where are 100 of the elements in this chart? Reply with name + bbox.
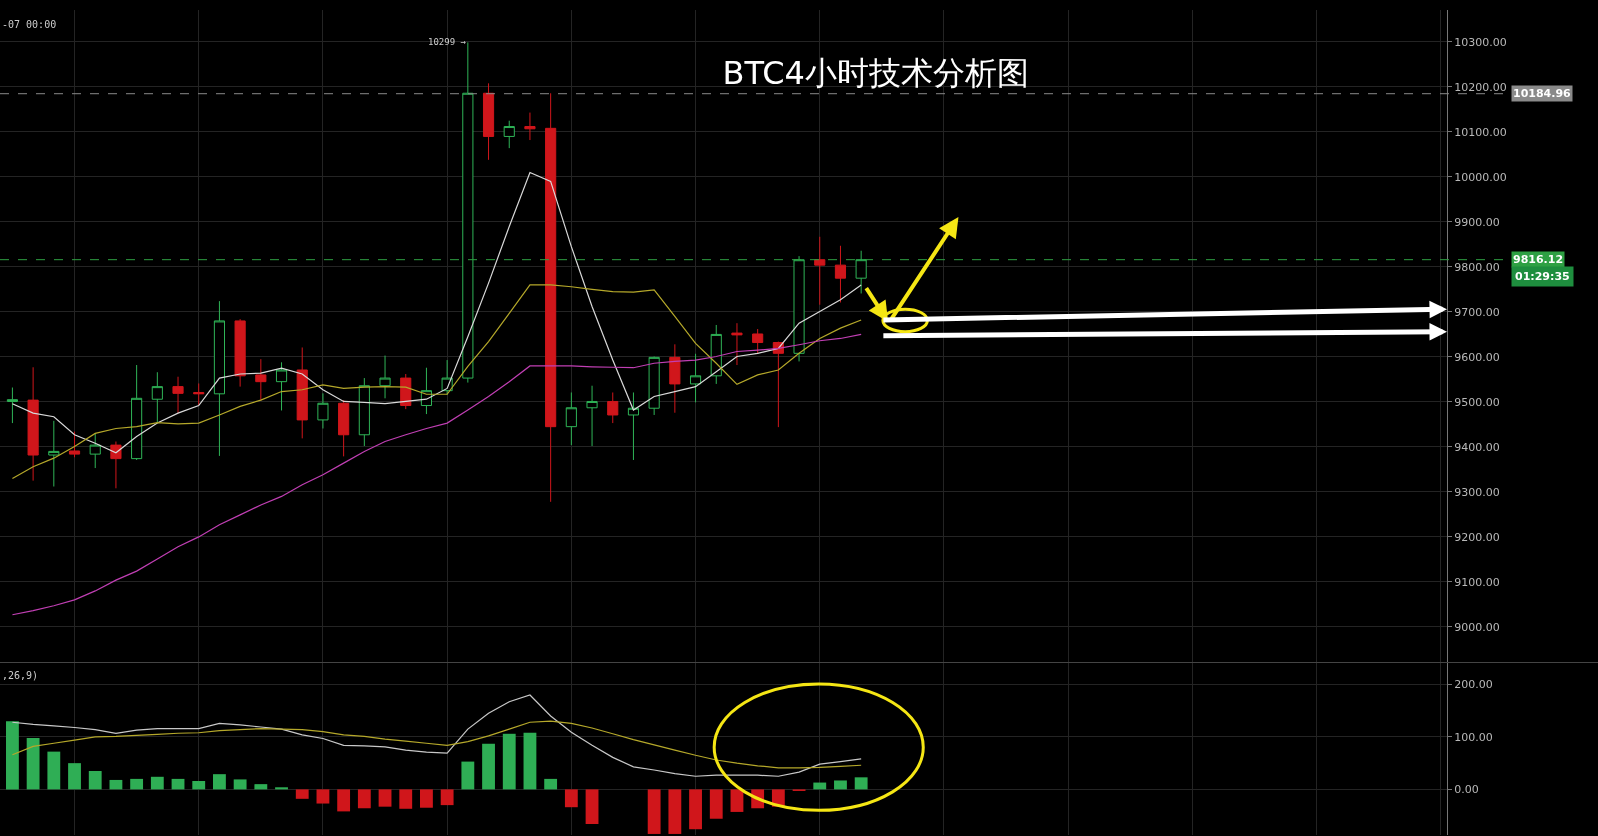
- y-tick-label: 0.00: [1454, 783, 1479, 797]
- y-tick-label: 9100.00: [1454, 575, 1500, 589]
- bar: [26, 737, 40, 790]
- bar: [564, 789, 578, 808]
- candlestick: [234, 318, 246, 388]
- bar: [295, 789, 309, 799]
- bar: [88, 771, 102, 790]
- bar: [378, 789, 392, 807]
- bar: [357, 789, 371, 809]
- candlestick: [6, 387, 18, 424]
- y-tick-label: 9700.00: [1454, 305, 1500, 319]
- candlestick: [503, 120, 515, 149]
- bar: [130, 778, 144, 790]
- candlestick: [731, 322, 743, 366]
- bar: [668, 789, 682, 834]
- bar: [192, 780, 206, 790]
- annotation: ,26,9): [2, 670, 39, 681]
- y-tick-label: 9500.00: [1454, 395, 1500, 409]
- bar: [399, 789, 413, 809]
- candlestick: [255, 358, 267, 402]
- y-tick-label: 10100.00: [1454, 125, 1507, 139]
- y-tick-label: 10300.00: [1454, 35, 1507, 49]
- candlestick: [669, 343, 681, 414]
- candlestick: [27, 366, 39, 482]
- bar: [585, 789, 599, 824]
- candlestick: [338, 399, 350, 457]
- bar: [647, 789, 661, 834]
- y-tick-label: 9600.00: [1454, 350, 1500, 364]
- bar: [254, 784, 268, 790]
- ref-line-label: 10184.96: [1513, 87, 1572, 100]
- candlestick: [524, 112, 536, 141]
- ref-line-label: 9816.12: [1513, 253, 1564, 266]
- candlestick: [296, 346, 308, 439]
- bar: [275, 787, 288, 790]
- y-tick-label: 9300.00: [1454, 485, 1500, 499]
- y-tick-label: 200.00: [1454, 678, 1493, 692]
- candlestick: [855, 250, 867, 294]
- bar: [68, 763, 81, 790]
- y-tick-label: 9800.00: [1454, 260, 1500, 274]
- annotation: 10299 →: [428, 37, 467, 47]
- y-tick-label: 9000.00: [1454, 620, 1500, 634]
- bar: [502, 733, 516, 790]
- candlestick: [627, 391, 640, 461]
- candlestick: [317, 392, 329, 429]
- line-series: [11, 284, 862, 480]
- candlestick: [379, 355, 391, 399]
- bar: [337, 789, 351, 812]
- candlestick: [358, 377, 370, 447]
- candlestick: [607, 391, 619, 424]
- candlestick: [151, 371, 163, 424]
- bar: [461, 761, 475, 790]
- bar: [709, 789, 723, 819]
- bar: [523, 732, 537, 790]
- text: BTC4小时技术分析图: [722, 54, 1029, 93]
- line-series: [11, 333, 862, 616]
- y-tick-label: 10000.00: [1454, 170, 1507, 184]
- candlestick: [648, 355, 660, 416]
- line-series: [11, 171, 862, 454]
- y-tick-label: 9200.00: [1454, 530, 1500, 544]
- bar: [834, 780, 847, 790]
- candlestick: [834, 245, 847, 303]
- bar: [482, 743, 495, 790]
- candlestick: [48, 420, 60, 488]
- candlestick: [462, 41, 474, 384]
- bar: [316, 789, 330, 804]
- bar: [420, 789, 433, 808]
- candlestick: [172, 376, 184, 414]
- bar: [150, 776, 164, 790]
- candlestick: [89, 432, 101, 469]
- y-tick-label: 9400.00: [1454, 440, 1500, 454]
- bar: [544, 778, 558, 790]
- bar: [854, 777, 868, 790]
- candlestick: [110, 441, 122, 489]
- candlestick: [482, 82, 495, 161]
- candlestick: [814, 236, 826, 306]
- annotation: -07 00:00: [2, 19, 57, 30]
- candlestick: [565, 391, 577, 446]
- bar: [689, 789, 702, 830]
- candlestick: [689, 353, 702, 403]
- bar: [730, 789, 744, 812]
- y-tick-label: 10200.00: [1454, 80, 1507, 94]
- bar: [440, 789, 454, 806]
- candlestick: [400, 373, 412, 410]
- bar: [47, 751, 61, 790]
- candlestick: [545, 92, 557, 503]
- candlestick: [586, 385, 598, 447]
- candlestick: [275, 361, 288, 411]
- y-tick-label: 100.00: [1454, 730, 1493, 744]
- candlestick: [213, 300, 225, 457]
- bar: [213, 774, 226, 790]
- candlestick: [131, 364, 143, 461]
- bar: [6, 721, 19, 790]
- text: 01:29:35: [1515, 270, 1570, 283]
- candlestick: [193, 382, 205, 406]
- candlestick: [752, 328, 764, 354]
- candlestick: [793, 255, 805, 362]
- bar: [233, 779, 247, 790]
- line-series: [11, 694, 862, 777]
- line-series: [11, 720, 862, 769]
- candlestick: [68, 431, 81, 458]
